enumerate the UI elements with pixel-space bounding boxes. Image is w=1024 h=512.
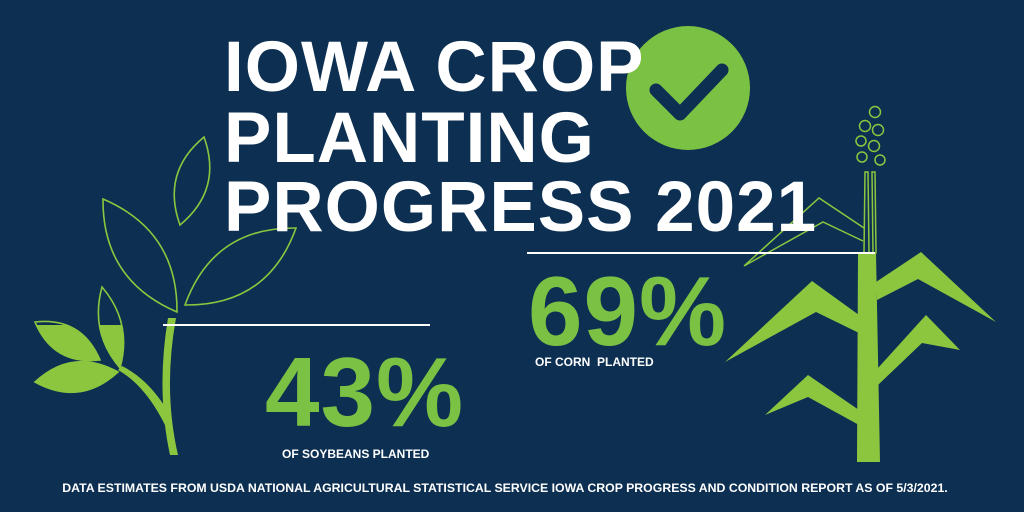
source-footnote: DATA ESTIMATES FROM USDA NATIONAL AGRICU… xyxy=(62,481,948,495)
leaf-fill xyxy=(174,137,210,225)
leaf-outline xyxy=(173,135,211,227)
title-line-2: PLANTING xyxy=(224,99,595,178)
leaf-fill xyxy=(99,325,124,368)
leaf-fill xyxy=(35,361,118,393)
soybean-label: OF SOYBEANS PLANTED xyxy=(282,447,430,461)
soybean-percent: 43% xyxy=(265,337,465,447)
check-circle-icon xyxy=(626,26,750,150)
corn-percent: 69% xyxy=(528,256,728,366)
stem xyxy=(118,318,178,455)
title-line-1: IOWA CROP xyxy=(224,28,645,107)
leaf-outline xyxy=(102,197,178,314)
title-line-3: PROGRESS 2021 xyxy=(224,168,818,247)
corn-stalk-icon xyxy=(725,105,996,462)
leaf-outline xyxy=(183,227,298,306)
leaf-fill xyxy=(36,325,100,361)
corn-divider xyxy=(527,252,875,254)
corn-label: OF CORN PLANTED xyxy=(535,355,654,369)
soybean-plant-icon xyxy=(33,135,298,455)
soybean-divider xyxy=(163,324,430,326)
